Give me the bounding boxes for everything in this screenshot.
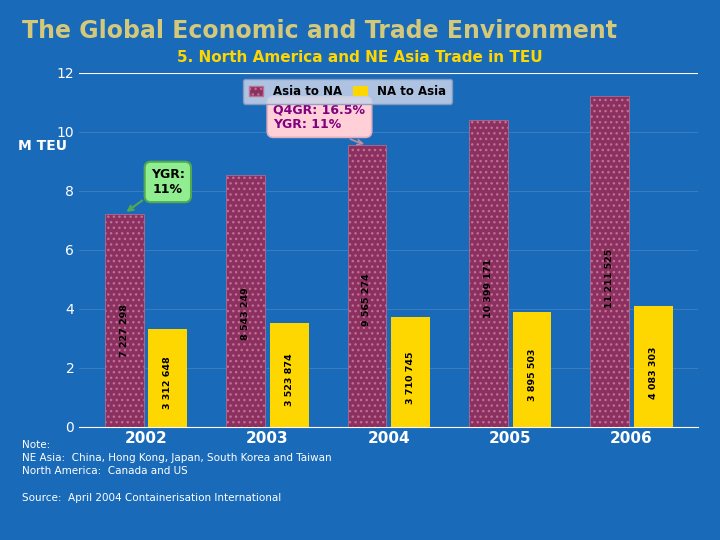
Bar: [148, 329, 187, 427]
Text: Q4GR: 16.5%
YGR: 11%: Q4GR: 16.5% YGR: 11%: [274, 103, 366, 145]
Bar: [590, 96, 629, 427]
Text: 7 227 298: 7 227 298: [120, 304, 129, 357]
Bar: [469, 120, 508, 427]
Text: YGR:
11%: YGR: 11%: [128, 168, 185, 211]
Text: 3 710 745: 3 710 745: [406, 351, 415, 403]
Text: 11 211 525: 11 211 525: [606, 248, 614, 307]
Bar: [270, 323, 309, 427]
Text: 5. North America and NE Asia Trade in TEU: 5. North America and NE Asia Trade in TE…: [177, 50, 543, 65]
Bar: [391, 317, 430, 427]
Bar: [348, 145, 387, 427]
Text: 9 565 274: 9 565 274: [362, 273, 372, 326]
Text: 4 083 303: 4 083 303: [649, 346, 658, 399]
Text: M TEU: M TEU: [18, 139, 67, 153]
Text: 8 543 249: 8 543 249: [241, 287, 250, 340]
Text: 3 895 503: 3 895 503: [528, 349, 536, 401]
Bar: [513, 312, 552, 427]
Bar: [104, 214, 143, 427]
Text: 3 523 874: 3 523 874: [284, 354, 294, 406]
Text: 3 312 648: 3 312 648: [163, 356, 172, 409]
Text: 10 399 171: 10 399 171: [484, 259, 493, 318]
Text: The Global Economic and Trade Environment: The Global Economic and Trade Environmen…: [22, 19, 616, 43]
Bar: [634, 306, 673, 427]
Legend: Asia to NA, NA to Asia: Asia to NA, NA to Asia: [243, 79, 452, 104]
Text: Note:
NE Asia:  China, Hong Kong, Japan, South Korea and Taiwan
North America:  : Note: NE Asia: China, Hong Kong, Japan, …: [22, 440, 331, 503]
Bar: [226, 175, 265, 427]
